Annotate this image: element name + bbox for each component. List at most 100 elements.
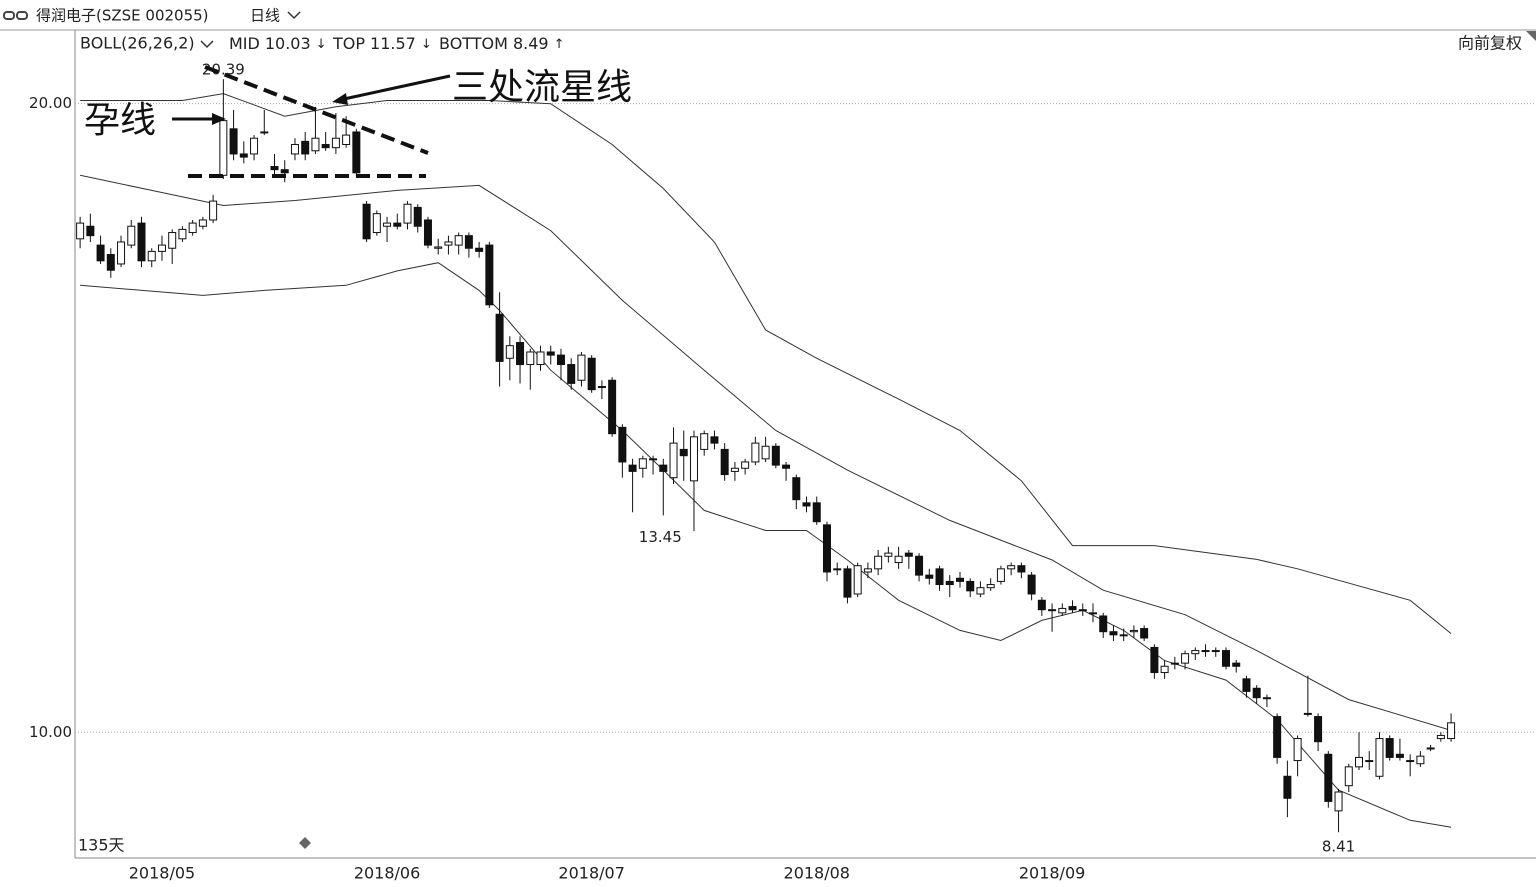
- candle-body: [996, 568, 1005, 582]
- candle-body: [955, 577, 964, 582]
- candle-body: [782, 464, 791, 469]
- event-marker[interactable]: [299, 837, 311, 849]
- candle-body: [884, 552, 893, 557]
- candle-body: [423, 219, 432, 246]
- candle-body: [127, 225, 136, 246]
- candle-body: [1099, 615, 1108, 633]
- candle-body: [157, 244, 166, 252]
- annotation-label: 三处流星线: [452, 67, 632, 108]
- band-line: [80, 262, 1452, 828]
- annotation-layer: 孕线 三处流星线: [84, 65, 632, 178]
- candle-body: [720, 448, 729, 476]
- candle-body: [280, 169, 289, 174]
- candle-body: [1140, 628, 1149, 639]
- candle-body: [464, 235, 473, 249]
- candle-body: [1416, 755, 1425, 765]
- candle-body: [1078, 609, 1087, 612]
- candle-body: [792, 477, 801, 501]
- adjust-mode[interactable]: 向前复权: [1458, 34, 1522, 53]
- candle-body: [444, 241, 453, 246]
- x-tick-label: 2018/07: [558, 864, 624, 883]
- candle-body: [1262, 697, 1271, 700]
- candle-body: [1426, 747, 1435, 750]
- candle-body: [761, 445, 770, 460]
- plot-layer: 20.00 10.00 2018/05 2018/06 2018/07 2018/08 20…: [29, 61, 1536, 883]
- header-bar: [0, 0, 1536, 30]
- candle-body: [986, 584, 995, 589]
- legend-value: 8.49: [513, 34, 549, 53]
- candle-body: [1324, 753, 1333, 802]
- y-tick-label: 20.00: [29, 94, 72, 112]
- candle-body: [1252, 687, 1261, 699]
- candle-body: [1191, 650, 1200, 655]
- candle-body: [1170, 662, 1179, 665]
- candle-body: [352, 131, 361, 174]
- candle-body: [362, 203, 371, 240]
- candle-body: [331, 137, 340, 149]
- corner-marker: [1526, 31, 1536, 41]
- min-label: 13.45: [639, 528, 682, 546]
- candle-body: [413, 206, 422, 227]
- arrow-head: [212, 113, 226, 125]
- candle-body: [536, 351, 545, 366]
- candle-body: [1037, 599, 1046, 611]
- legend-trend: ↓: [421, 37, 432, 52]
- candle-body: [229, 128, 238, 155]
- candle-body: [1436, 734, 1445, 740]
- candle-body: [403, 203, 412, 224]
- candle-body: [700, 433, 709, 450]
- candle-body: [1017, 565, 1026, 573]
- candle-body: [137, 222, 146, 262]
- max-label: 20.39: [202, 61, 245, 79]
- candle-body: [1211, 650, 1220, 653]
- candle-body: [301, 140, 310, 155]
- candle-body: [106, 254, 115, 271]
- candle-body: [1283, 775, 1292, 799]
- candle-body: [771, 445, 780, 466]
- indicator-name[interactable]: BOLL(26,26,2): [80, 34, 195, 53]
- candle-body: [188, 222, 197, 234]
- candle-body: [1385, 738, 1394, 758]
- candle-body: [117, 241, 126, 265]
- candle-body: [1221, 650, 1230, 667]
- candle-body: [976, 587, 985, 595]
- candle-body: [526, 351, 535, 366]
- indicator-chevron[interactable]: [200, 40, 214, 49]
- candle-body: [833, 568, 842, 571]
- candle-body: [1375, 738, 1384, 777]
- legend-name: BOTTOM: [439, 34, 508, 53]
- candle-body: [802, 502, 811, 507]
- arrow-head: [332, 93, 348, 105]
- candle-body: [822, 524, 831, 573]
- band-line: [80, 93, 1452, 634]
- candle-body: [270, 166, 279, 171]
- candle-body: [843, 568, 852, 598]
- period-chevron[interactable]: [287, 11, 301, 20]
- legend-trend: ↑: [554, 37, 565, 52]
- candle-body: [587, 357, 596, 391]
- candle-body: [751, 442, 760, 463]
- candle-body: [454, 235, 463, 246]
- candle-body: [741, 461, 750, 469]
- candle-body: [495, 313, 504, 362]
- candle-body: [608, 379, 617, 435]
- candle-body: [1160, 665, 1169, 674]
- candle-body: [1150, 646, 1159, 674]
- candle-body: [1088, 612, 1097, 615]
- candle-body: [1447, 722, 1456, 740]
- candle-body: [966, 580, 975, 592]
- x-tick-label: 2018/05: [129, 864, 195, 883]
- y-tick-label: 10.00: [29, 723, 72, 741]
- candle-body: [1109, 631, 1118, 636]
- candle-body: [638, 458, 647, 469]
- period-selector[interactable]: 日线: [250, 7, 280, 25]
- candle-body: [1314, 716, 1323, 743]
- candle-body: [485, 244, 494, 306]
- candle-body: [168, 232, 177, 249]
- candle-body: [1273, 716, 1282, 758]
- candle-body: [689, 436, 698, 482]
- legend-name: MID: [229, 34, 260, 53]
- candle-body: [1007, 565, 1016, 570]
- candle-body: [1129, 629, 1138, 633]
- candle-body: [546, 351, 555, 356]
